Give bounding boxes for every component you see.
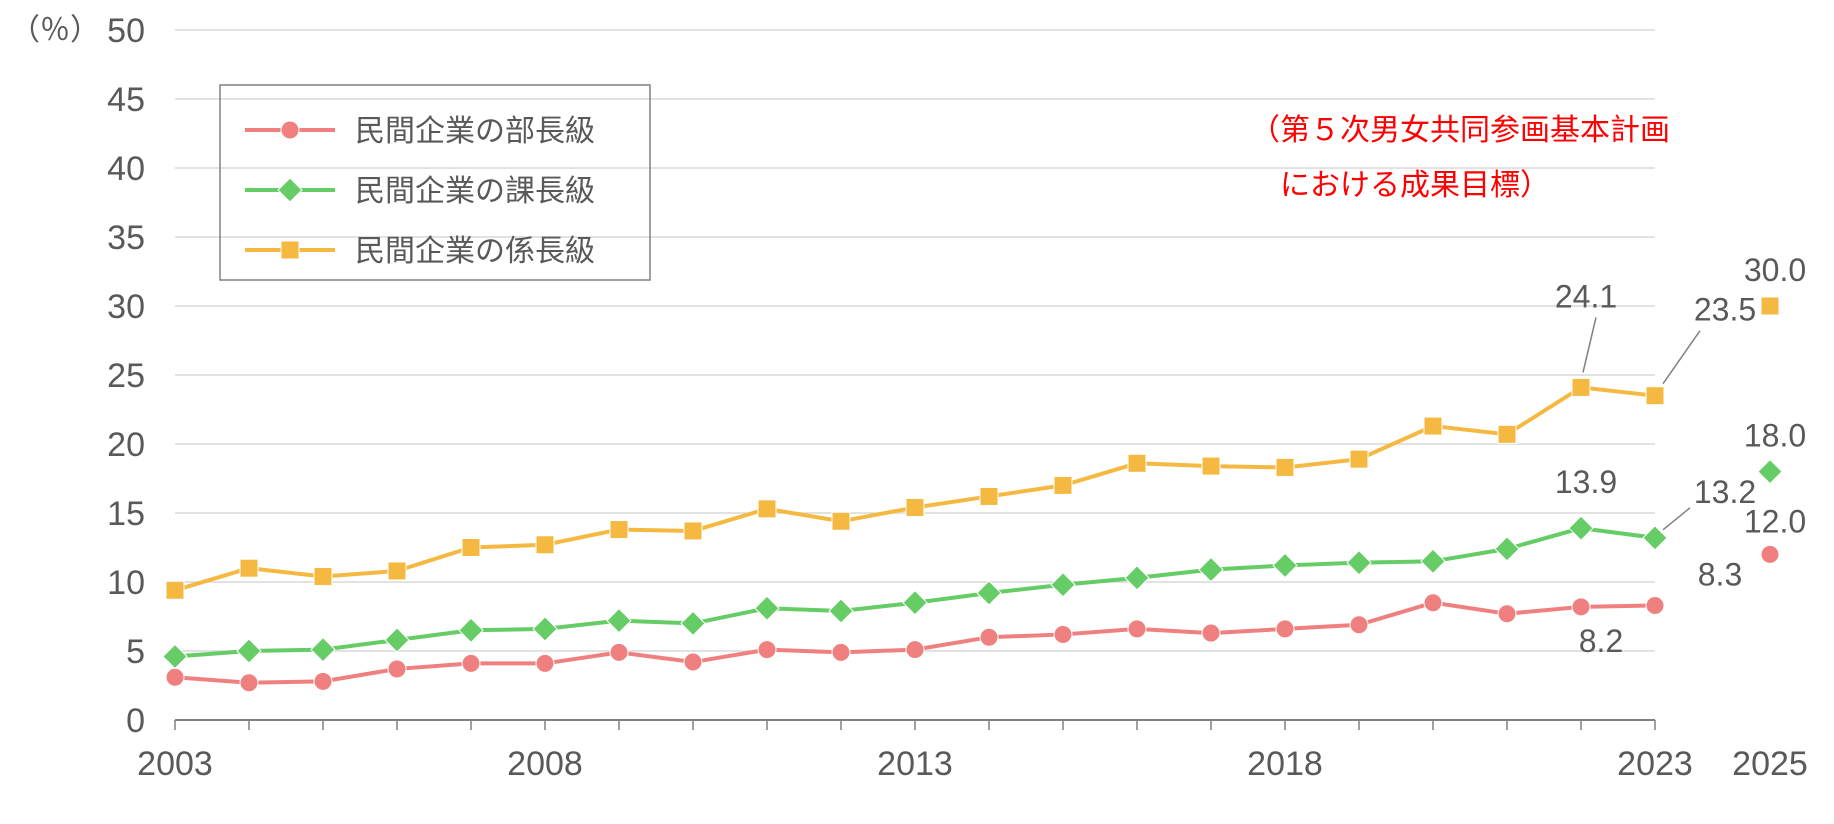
y-tick-label: 50 (107, 12, 145, 50)
data-label: 8.3 (1698, 556, 1742, 592)
x-tick-label: 2003 (137, 745, 213, 783)
y-tick-label: 25 (107, 357, 145, 395)
x-tick-label: 2018 (1247, 745, 1323, 783)
y-tick-label: 20 (107, 426, 145, 464)
line-chart: 05101520253035404550（％）20032008201320182… (0, 0, 1834, 824)
data-label: 24.1 (1555, 278, 1617, 314)
y-tick-label: 5 (126, 633, 145, 671)
x-tick-label: 2013 (877, 745, 953, 783)
y-axis-unit: （％） (10, 14, 100, 47)
target-label: 12.0 (1744, 503, 1806, 539)
target-label: 30.0 (1744, 252, 1806, 288)
legend-label: 民間企業の係長級 (355, 235, 595, 268)
data-label: 23.5 (1694, 292, 1756, 328)
y-tick-label: 40 (107, 150, 145, 188)
chart-svg: 05101520253035404550（％）20032008201320182… (0, 0, 1834, 824)
y-tick-label: 0 (126, 702, 145, 740)
x-tick-label: 2008 (507, 745, 583, 783)
y-tick-label: 35 (107, 219, 145, 257)
y-tick-label: 10 (107, 564, 145, 602)
target-annotation-line1: （第５次男女共同参画基本計画 (1250, 114, 1670, 147)
data-label: 8.2 (1579, 623, 1623, 659)
legend-label: 民間企業の部長級 (355, 115, 595, 148)
y-tick-label: 45 (107, 81, 145, 119)
y-tick-label: 15 (107, 495, 145, 533)
x-axis-suffix: （年） (1820, 750, 1834, 781)
x-tick-label: 2023 (1617, 745, 1693, 783)
data-label: 13.9 (1555, 464, 1617, 500)
y-tick-label: 30 (107, 288, 145, 326)
target-annotation-line2: における成果目標） (1280, 169, 1550, 202)
x-tick-label: 2025 (1732, 745, 1808, 783)
legend-label: 民間企業の課長級 (355, 175, 595, 208)
target-label: 18.0 (1744, 418, 1806, 454)
